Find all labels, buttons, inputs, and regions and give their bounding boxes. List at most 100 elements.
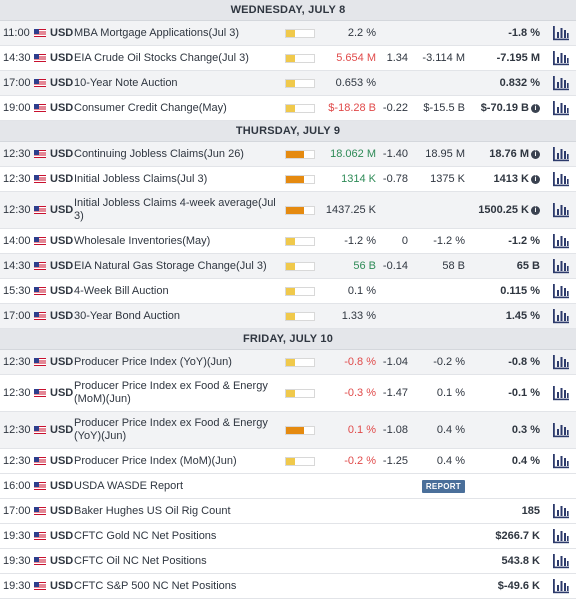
- bar-chart-icon[interactable]: [552, 354, 570, 370]
- event-row[interactable]: 16:00 USD USDA WASDE Report REPORT: [0, 474, 576, 499]
- event-row[interactable]: 19:30 USD CFTC S&P 500 NC Net Positions $-4…: [0, 574, 576, 599]
- event-currency: USD: [50, 310, 74, 322]
- bar-chart-icon[interactable]: [552, 146, 570, 162]
- previous-value: 0.4 %: [511, 455, 540, 467]
- us-flag-icon: [34, 557, 46, 565]
- event-currency: USD: [50, 356, 74, 368]
- info-icon[interactable]: i: [531, 149, 540, 159]
- event-currency: USD: [50, 173, 74, 185]
- event-row[interactable]: 17:00 USD Baker Hughes US Oil Rig Count 185: [0, 499, 576, 524]
- event-row[interactable]: 12:30 USD Initial Jobless Claims(Jul 3) 131…: [0, 167, 576, 192]
- event-row[interactable]: 12:30 USD Continuing Jobless Claims(Jun 26…: [0, 142, 576, 167]
- bar-chart-icon[interactable]: [552, 258, 570, 274]
- event-row[interactable]: 15:30 USD 4-Week Bill Auction 0.1 % 0.115 %: [0, 279, 576, 304]
- bar-chart-icon[interactable]: [552, 233, 570, 249]
- event-row[interactable]: 19:30 USD CFTC Oil NC Net Positions 543.8 K: [0, 549, 576, 574]
- previous-value: 0.3 %: [511, 424, 540, 436]
- event-row[interactable]: 12:30 USD Producer Price Index ex Food & E…: [0, 412, 576, 449]
- event-name[interactable]: MBA Mortgage Applications(Jul 3): [74, 26, 240, 39]
- event-time: 19:30: [3, 530, 31, 542]
- bar-chart-icon[interactable]: [552, 578, 570, 594]
- event-time: 12:30: [3, 173, 31, 185]
- event-name[interactable]: Baker Hughes US Oil Rig Count: [74, 504, 231, 517]
- us-flag-icon: [34, 582, 46, 590]
- previous-value: -0.8 %: [508, 356, 540, 368]
- event-time: 17:00: [3, 77, 31, 89]
- event-row[interactable]: 17:00 USD 10-Year Note Auction 0.653 % 0.832…: [0, 71, 576, 96]
- bar-chart-icon[interactable]: [552, 75, 570, 91]
- bar-chart-icon[interactable]: [552, 171, 570, 187]
- bar-chart-icon[interactable]: [552, 308, 570, 324]
- event-name[interactable]: EIA Natural Gas Storage Change(Jul 3): [74, 259, 267, 272]
- event-name[interactable]: Initial Jobless Claims(Jul 3): [74, 172, 208, 185]
- event-time: 12:30: [3, 356, 31, 368]
- bar-chart-icon[interactable]: [552, 453, 570, 469]
- deviation-value: -0.78: [382, 173, 408, 185]
- info-icon[interactable]: i: [531, 174, 540, 184]
- event-row[interactable]: 12:30 USD Producer Price Index (YoY)(Jun) -…: [0, 350, 576, 375]
- deviation-value: -1.47: [382, 387, 408, 399]
- event-currency: USD: [50, 148, 74, 160]
- bar-chart-icon[interactable]: [552, 528, 570, 544]
- event-name[interactable]: 30-Year Bond Auction: [74, 309, 181, 322]
- bar-chart-icon[interactable]: [552, 100, 570, 116]
- us-flag-icon: [34, 79, 46, 87]
- bar-chart-icon[interactable]: [552, 503, 570, 519]
- us-flag-icon: [34, 482, 46, 490]
- event-row[interactable]: 14:30 USD EIA Natural Gas Storage Change(J…: [0, 254, 576, 279]
- info-icon[interactable]: i: [531, 103, 540, 113]
- event-row[interactable]: 14:00 USD Wholesale Inventories(May) -1.2 %…: [0, 229, 576, 254]
- us-flag-icon: [34, 29, 46, 37]
- event-name[interactable]: Producer Price Index (YoY)(Jun): [74, 355, 232, 368]
- event-name[interactable]: USDA WASDE Report: [74, 479, 184, 492]
- impact-indicator: [285, 388, 315, 398]
- event-name[interactable]: Producer Price Index (MoM)(Jun): [74, 454, 237, 467]
- consensus-value: 1375 K: [430, 173, 465, 185]
- event-currency: USD: [50, 424, 74, 436]
- bar-chart-icon[interactable]: [552, 50, 570, 66]
- event-name[interactable]: CFTC Gold NC Net Positions: [74, 529, 217, 542]
- event-name[interactable]: 10-Year Note Auction: [74, 76, 178, 89]
- event-row[interactable]: 11:00 USD MBA Mortgage Applications(Jul 3)…: [0, 21, 576, 46]
- event-name[interactable]: CFTC S&P 500 NC Net Positions: [74, 579, 237, 592]
- event-time: 16:00: [3, 480, 31, 492]
- event-name[interactable]: CFTC Oil NC Net Positions: [74, 554, 207, 567]
- event-currency: USD: [50, 102, 74, 114]
- consensus-value: -3.114 M: [422, 52, 465, 64]
- event-time: 19:30: [3, 555, 31, 567]
- event-row[interactable]: 19:00 USD Consumer Credit Change(May) $-18.…: [0, 96, 576, 121]
- event-row[interactable]: 12:30 USD Producer Price Index (MoM)(Jun) -…: [0, 449, 576, 474]
- bar-chart-icon[interactable]: [552, 553, 570, 569]
- event-name[interactable]: EIA Crude Oil Stocks Change(Jul 3): [74, 51, 249, 64]
- consensus-value: 18.95 M: [425, 148, 465, 160]
- event-row[interactable]: 12:30 USD Producer Price Index ex Food & E…: [0, 375, 576, 412]
- event-row[interactable]: 19:30 USD CFTC Gold NC Net Positions $266.7…: [0, 524, 576, 549]
- event-row[interactable]: 12:30 USD Initial Jobless Claims 4-week av…: [0, 192, 576, 229]
- info-icon[interactable]: i: [531, 205, 540, 215]
- event-currency: USD: [50, 77, 74, 89]
- event-name[interactable]: Consumer Credit Change(May): [74, 101, 227, 114]
- event-name[interactable]: Wholesale Inventories(May): [74, 234, 211, 247]
- bar-chart-icon[interactable]: [552, 283, 570, 299]
- event-name[interactable]: Producer Price Index ex Food & Energy (M…: [74, 380, 268, 405]
- us-flag-icon: [34, 426, 46, 434]
- impact-indicator: [285, 53, 315, 63]
- deviation-value: 0: [401, 235, 408, 247]
- us-flag-icon: [34, 104, 46, 112]
- us-flag-icon: [34, 150, 46, 158]
- bar-chart-icon[interactable]: [552, 385, 570, 401]
- event-time: 19:30: [3, 580, 31, 592]
- event-name[interactable]: Initial Jobless Claims 4-week average(Ju…: [74, 197, 276, 222]
- event-name[interactable]: 4-Week Bill Auction: [74, 284, 169, 297]
- report-badge[interactable]: REPORT: [421, 479, 465, 493]
- previous-value: 18.76 M: [489, 148, 529, 160]
- event-name[interactable]: Continuing Jobless Claims(Jun 26): [74, 147, 244, 160]
- bar-chart-icon[interactable]: [552, 25, 570, 41]
- actual-value: 56 B: [353, 260, 376, 272]
- bar-chart-icon[interactable]: [552, 202, 570, 218]
- event-row[interactable]: 14:30 USD EIA Crude Oil Stocks Change(Jul …: [0, 46, 576, 71]
- event-row[interactable]: 17:00 USD 30-Year Bond Auction 1.33 % 1.45 %: [0, 304, 576, 329]
- bar-chart-icon[interactable]: [552, 422, 570, 438]
- event-name[interactable]: Producer Price Index ex Food & Energy (Y…: [74, 417, 268, 442]
